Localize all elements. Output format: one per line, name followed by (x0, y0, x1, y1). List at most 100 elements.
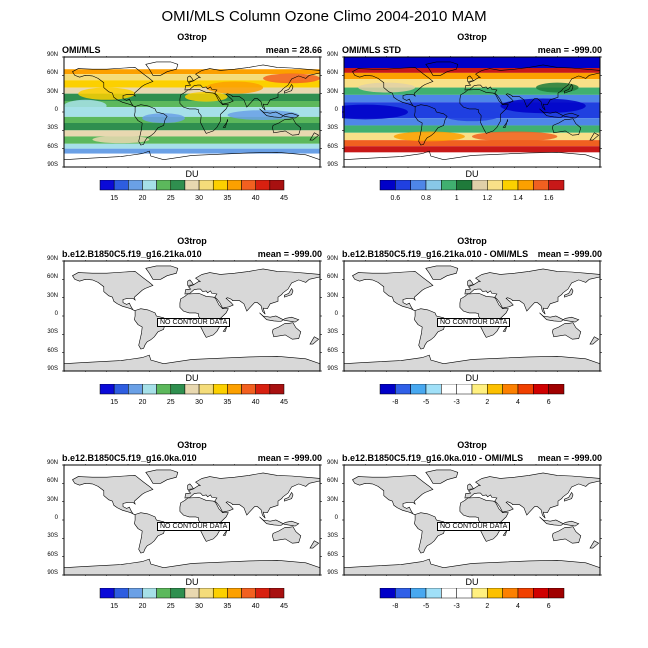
contour-patch (500, 98, 586, 114)
colorbar-swatch (441, 588, 457, 599)
colorbar-swatch (269, 588, 285, 599)
colorbar-swatch (113, 180, 129, 191)
lat-tick-label: 30N (46, 88, 58, 95)
colorbar: 0.60.811.21.41.61.8 (379, 180, 565, 202)
colorbar-swatch (113, 588, 129, 599)
map-plot (342, 464, 602, 576)
colorbar-swatch (425, 588, 442, 599)
colorbar-swatch (255, 180, 271, 191)
colorbar-tick-label: 20 (139, 399, 147, 406)
contour-patch (536, 82, 579, 93)
coastline-greenland (425, 265, 459, 280)
colorbar-swatch (548, 588, 565, 599)
panel-left-title: OMI/MLS (62, 45, 101, 55)
colorbar-tick-label: 25 (167, 195, 175, 202)
contour-band (64, 87, 320, 94)
colorbar-tick-label: -3 (454, 399, 460, 406)
contour-band (344, 132, 600, 141)
coastline-japan (564, 287, 574, 298)
coastline-madagascar (222, 119, 228, 128)
colorbar-swatch (410, 384, 427, 395)
colorbar-swatch (170, 180, 186, 191)
panel-mean-label: mean = -999.00 (537, 45, 602, 55)
coastline-australia (552, 118, 582, 136)
lat-tick-label: 60N (46, 70, 58, 77)
colorbar-tick-label: 4 (516, 399, 520, 406)
panel-left-title: OMI/MLS STD (342, 45, 401, 55)
contour-band (344, 140, 600, 147)
colorbar-tick-label: 0.6 (390, 195, 400, 202)
colorbar-swatch (471, 180, 488, 191)
coastline-indonesia (259, 312, 300, 323)
colorbar-tick-label: 20 (139, 603, 147, 610)
contour-patch (64, 99, 107, 112)
colorbar-swatch (255, 588, 271, 599)
colorbar-swatch (227, 180, 242, 191)
coastline-australia (552, 322, 582, 340)
colorbar-swatch (502, 384, 519, 395)
coastline-nz (309, 540, 320, 549)
contour-patch (472, 131, 558, 142)
panel-mean-label: mean = -999.00 (257, 249, 322, 259)
colorbar-tick-label: 15 (110, 603, 118, 610)
lat-tick-label: 60S (47, 347, 58, 354)
colorbar-tick-label: 40 (252, 399, 260, 406)
coastline-indonesia (539, 516, 580, 527)
colorbar-swatch (487, 588, 503, 599)
colorbar-tick-label: 25 (167, 603, 175, 610)
colorbar-swatch (379, 384, 396, 395)
colorbar: 15 20 25 30 35 40 45 (99, 384, 288, 406)
coastline-indonesia (539, 108, 580, 119)
colorbar-swatch (548, 384, 565, 395)
contour-band (64, 123, 320, 131)
colorbar-swatch (395, 384, 411, 395)
colorbar-units-label: DU (465, 577, 479, 587)
panel-center-title: O3trop (457, 236, 487, 246)
colorbar-swatch (533, 384, 549, 395)
colorbar-tick-label: -3 (454, 603, 460, 610)
map-plot (62, 56, 322, 168)
no-contour-data-label: NO CONTOUR DATA (437, 522, 511, 531)
contour-patch (142, 113, 185, 123)
colorbar-units-label: DU (465, 373, 479, 383)
coastline-greenland (425, 469, 459, 484)
coastline-eurasia (184, 64, 321, 111)
panel-left-title: b.e12.B1850C5.f19_g16.0ka.010 (62, 453, 197, 463)
coastline-uk (187, 279, 194, 286)
lat-tick-label: 90N (46, 52, 58, 58)
colorbar-tick-label: 20 (139, 195, 147, 202)
colorbar-swatch (198, 384, 214, 395)
contour-band (344, 87, 600, 95)
contour-patch (184, 91, 228, 102)
colorbar-units-label: DU (185, 169, 199, 179)
colorbar-tick-label: 2 (485, 399, 489, 406)
contour-band (64, 148, 320, 154)
lat-tick-label: 90S (47, 162, 58, 168)
contour-band (64, 69, 320, 75)
contour-band (64, 74, 320, 81)
colorbar-units-label: DU (185, 373, 199, 383)
colorbar-swatch (99, 384, 115, 395)
colorbar-swatch (456, 588, 473, 599)
colorbar-swatch (99, 588, 115, 599)
lat-tick-label: 30S (327, 329, 338, 336)
colorbar-swatch (142, 180, 157, 191)
panel-center-title: O3trop (177, 440, 207, 450)
lat-tick-label: 90N (46, 256, 58, 262)
contour-band (344, 125, 600, 133)
panel-0ka-diff: O3trop b.e12.B1850C5.f19_g16.0ka.010 - OM… (327, 440, 602, 635)
map-plot (62, 260, 322, 372)
panel-center-title: O3trop (177, 236, 207, 246)
colorbar-tick-label: 15 (110, 195, 118, 202)
colorbar-tick-label: 35 (223, 603, 231, 610)
colorbar-swatch (410, 180, 427, 191)
colorbar-swatch (227, 384, 242, 395)
coastline-japan (564, 83, 574, 94)
panel-omi-mls: O3trop OMI/MLS mean = 28.66 90N 60N 30N 0 30S 60… (47, 32, 322, 227)
colorbar-swatch (379, 180, 396, 191)
colorbar-swatch (517, 384, 534, 395)
coastline-uk (187, 75, 194, 82)
colorbar-swatch (502, 180, 519, 191)
panel-mean-label: mean = -999.00 (537, 453, 602, 463)
colorbar-swatch (471, 588, 488, 599)
